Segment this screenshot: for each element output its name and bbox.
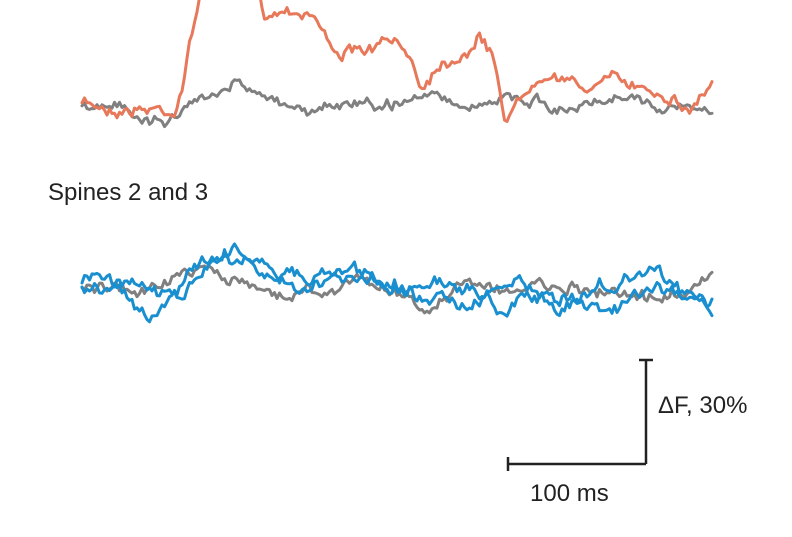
traces xyxy=(80,0,714,324)
spine-trace xyxy=(80,242,714,324)
scale-y-label: ΔF, 30% xyxy=(658,392,747,419)
spine-trace xyxy=(80,0,714,123)
spine-trace xyxy=(80,253,714,318)
scale-bar xyxy=(506,358,653,471)
scale-x-label: 100 ms xyxy=(530,480,609,507)
control-trace xyxy=(80,78,714,129)
panel-label: Spines 2 and 3 xyxy=(48,179,208,206)
